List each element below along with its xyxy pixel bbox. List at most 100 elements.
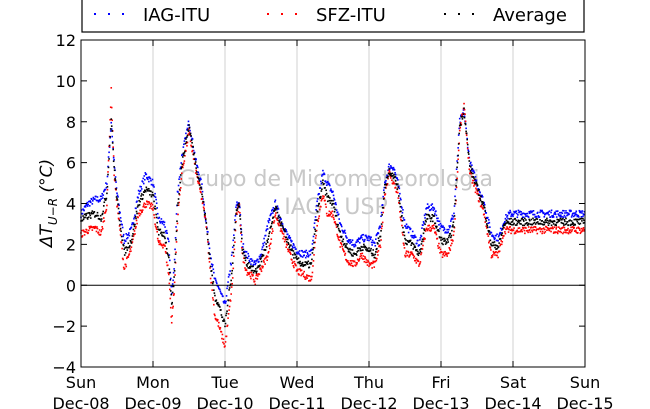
data-point: [364, 257, 367, 260]
data-point: [488, 219, 490, 221]
data-point: [254, 268, 257, 270]
data-point: [244, 257, 246, 259]
data-point: [457, 143, 460, 145]
data-point: [179, 167, 181, 170]
data-point: [577, 231, 579, 234]
data-point: [453, 226, 455, 228]
data-point: [186, 134, 189, 137]
data-point: [388, 163, 390, 166]
data-point: [265, 229, 267, 232]
data-point: [290, 253, 292, 255]
data-point: [373, 242, 376, 244]
data-point: [311, 275, 313, 278]
data-point: [375, 257, 377, 260]
data-point: [359, 253, 362, 255]
data-point: [118, 211, 121, 213]
data-point: [431, 220, 434, 223]
data-point: [106, 185, 109, 188]
data-point: [344, 232, 347, 234]
data-point: [328, 213, 330, 216]
data-point: [477, 189, 479, 192]
data-point: [535, 216, 538, 218]
data-point: [330, 211, 332, 214]
data-point: [300, 274, 302, 277]
data-point: [230, 272, 233, 275]
data-point: [277, 215, 280, 218]
data-point: [83, 230, 85, 233]
data-point: [252, 278, 255, 281]
data-point: [203, 209, 205, 212]
data-point: [295, 255, 298, 258]
data-point: [160, 218, 163, 220]
data-point: [458, 124, 461, 127]
data-point: [548, 229, 551, 232]
data-point: [426, 229, 429, 232]
data-point: [123, 239, 126, 242]
data-point: [166, 264, 169, 267]
data-point: [501, 240, 504, 243]
data-point: [369, 238, 372, 241]
data-point: [117, 207, 120, 210]
data-point: [505, 214, 507, 216]
data-point: [185, 132, 187, 135]
data-point: [182, 153, 184, 156]
data-point: [468, 168, 471, 171]
data-point: [103, 189, 106, 192]
data-point: [302, 275, 305, 278]
data-point: [560, 228, 562, 230]
data-point: [358, 259, 361, 261]
data-point: [526, 229, 529, 232]
data-point: [393, 182, 396, 185]
data-point: [459, 126, 462, 129]
data-point: [551, 221, 554, 223]
data-point: [443, 228, 446, 231]
data-point: [187, 130, 190, 132]
data-point: [405, 252, 407, 254]
data-point: [183, 162, 185, 165]
data-point: [400, 205, 403, 208]
data-point: [400, 219, 403, 222]
data-point: [253, 260, 256, 262]
data-point: [407, 225, 409, 228]
data-point: [309, 280, 312, 282]
data-point: [350, 253, 353, 256]
data-point: [372, 261, 375, 264]
data-point: [384, 186, 387, 189]
data-point: [268, 219, 271, 221]
data-point: [542, 227, 545, 229]
data-point: [139, 213, 142, 215]
data-point: [551, 226, 554, 228]
data-point: [316, 219, 319, 221]
data-point: [203, 214, 206, 216]
data-point: [80, 229, 83, 232]
data-point: [543, 216, 546, 218]
data-point: [512, 219, 514, 221]
data-point: [131, 222, 134, 224]
data-point: [88, 227, 91, 230]
data-point: [357, 249, 360, 252]
data-point: [317, 205, 320, 207]
data-point: [203, 204, 205, 206]
data-point: [265, 255, 268, 257]
legend: IAG-ITU SFZ-ITU Average: [81, 0, 585, 33]
data-point: [352, 265, 354, 268]
data-point: [557, 218, 560, 221]
data-point: [100, 198, 102, 200]
data-point: [515, 210, 518, 212]
data-point: [233, 234, 235, 236]
data-point: [470, 171, 473, 174]
data-point: [563, 209, 565, 212]
data-point: [492, 254, 494, 256]
data-point: [167, 254, 170, 257]
data-point: [201, 183, 203, 185]
data-point: [322, 169, 324, 172]
data-point: [572, 215, 575, 218]
data-point: [463, 102, 465, 105]
data-point: [173, 268, 175, 270]
data-point: [568, 231, 570, 234]
data-point: [289, 252, 292, 254]
data-point: [245, 268, 247, 271]
data-point: [571, 221, 574, 224]
data-point: [123, 242, 125, 245]
data-point: [561, 218, 563, 221]
